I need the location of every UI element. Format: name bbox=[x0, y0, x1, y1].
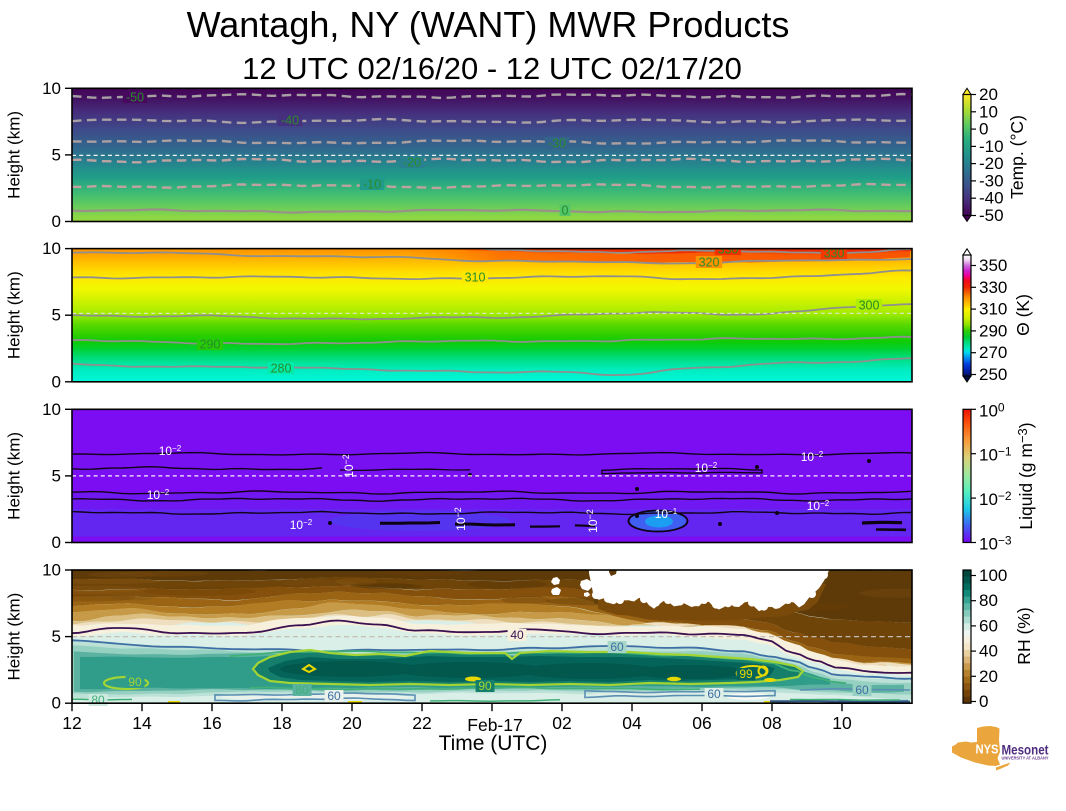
svg-text:-10: -10 bbox=[979, 137, 1004, 156]
svg-text:0: 0 bbox=[52, 372, 61, 391]
svg-text:Θ (K): Θ (K) bbox=[1013, 294, 1033, 336]
svg-text:20: 20 bbox=[979, 85, 998, 104]
svg-text:0: 0 bbox=[562, 203, 569, 217]
svg-text:10−1: 10−1 bbox=[979, 445, 1012, 465]
svg-text:12 UTC 02/16/20 - 12 UTC 02/17: 12 UTC 02/16/20 - 12 UTC 02/17/20 bbox=[242, 51, 742, 86]
svg-text:-40: -40 bbox=[281, 113, 299, 127]
svg-text:Height (km): Height (km) bbox=[5, 111, 24, 199]
svg-text:-30: -30 bbox=[979, 171, 1004, 190]
svg-text:Height (km): Height (km) bbox=[5, 432, 24, 520]
svg-text:330: 330 bbox=[824, 246, 845, 260]
svg-text:80: 80 bbox=[295, 683, 309, 697]
svg-text:310: 310 bbox=[465, 270, 486, 284]
svg-text:-10: -10 bbox=[363, 177, 381, 191]
svg-text:99: 99 bbox=[739, 667, 753, 681]
svg-text:10: 10 bbox=[42, 561, 61, 580]
svg-text:NYS: NYS bbox=[976, 743, 999, 757]
svg-text:40: 40 bbox=[979, 642, 998, 661]
svg-text:80: 80 bbox=[91, 693, 105, 707]
svg-text:270: 270 bbox=[979, 343, 1007, 362]
svg-text:0: 0 bbox=[52, 694, 61, 713]
svg-text:0: 0 bbox=[979, 120, 988, 139]
svg-text:0: 0 bbox=[52, 533, 61, 552]
svg-text:14: 14 bbox=[132, 713, 152, 733]
svg-text:Liquid (g m−3): Liquid (g m−3) bbox=[1015, 422, 1036, 529]
svg-text:-50: -50 bbox=[979, 206, 1004, 225]
svg-text:300: 300 bbox=[859, 298, 880, 312]
svg-text:10: 10 bbox=[832, 713, 852, 733]
svg-text:5: 5 bbox=[52, 466, 61, 485]
svg-text:290: 290 bbox=[979, 321, 1007, 340]
svg-text:100: 100 bbox=[979, 400, 1005, 420]
svg-text:22: 22 bbox=[412, 713, 431, 733]
svg-text:250: 250 bbox=[979, 365, 1007, 384]
svg-text:60: 60 bbox=[707, 687, 721, 701]
svg-text:40: 40 bbox=[510, 628, 524, 642]
svg-text:5: 5 bbox=[52, 306, 61, 325]
svg-text:Mesonet: Mesonet bbox=[1002, 743, 1049, 758]
svg-text:06: 06 bbox=[692, 713, 711, 733]
svg-text:330: 330 bbox=[979, 278, 1007, 297]
svg-text:04: 04 bbox=[622, 713, 642, 733]
svg-text:12: 12 bbox=[62, 713, 81, 733]
svg-text:10: 10 bbox=[42, 79, 61, 98]
svg-text:0: 0 bbox=[52, 212, 61, 231]
svg-text:10−2: 10−2 bbox=[979, 489, 1012, 509]
svg-text:320: 320 bbox=[699, 255, 720, 269]
svg-text:10: 10 bbox=[979, 102, 998, 121]
svg-text:310: 310 bbox=[979, 300, 1007, 319]
svg-text:-50: -50 bbox=[126, 90, 144, 104]
svg-text:Height (km): Height (km) bbox=[5, 271, 24, 359]
svg-text:-20: -20 bbox=[979, 154, 1004, 173]
svg-text:02: 02 bbox=[552, 713, 571, 733]
svg-text:90: 90 bbox=[478, 679, 492, 693]
svg-text:330: 330 bbox=[718, 242, 739, 256]
svg-text:100: 100 bbox=[979, 566, 1007, 585]
svg-text:90: 90 bbox=[128, 675, 142, 689]
svg-text:10−3: 10−3 bbox=[979, 534, 1012, 554]
svg-text:Feb-17: Feb-17 bbox=[467, 715, 522, 735]
svg-text:60: 60 bbox=[979, 616, 998, 635]
svg-text:-30: -30 bbox=[548, 136, 566, 150]
svg-text:-40: -40 bbox=[979, 189, 1004, 208]
svg-text:60: 60 bbox=[610, 640, 624, 654]
svg-text:RH (%): RH (%) bbox=[1014, 607, 1034, 664]
svg-text:60: 60 bbox=[855, 683, 869, 697]
svg-text:UNIVERSITY AT ALBANY: UNIVERSITY AT ALBANY bbox=[1002, 756, 1049, 761]
svg-text:18: 18 bbox=[272, 713, 291, 733]
svg-text:5: 5 bbox=[52, 145, 61, 164]
svg-text:-20: -20 bbox=[403, 155, 421, 169]
svg-text:10: 10 bbox=[42, 400, 61, 419]
svg-text:280: 280 bbox=[271, 361, 292, 375]
svg-text:80: 80 bbox=[979, 591, 998, 610]
svg-text:5: 5 bbox=[52, 627, 61, 646]
svg-text:350: 350 bbox=[979, 256, 1007, 275]
svg-text:10: 10 bbox=[42, 239, 61, 258]
svg-text:60: 60 bbox=[327, 689, 341, 703]
svg-text:290: 290 bbox=[200, 337, 221, 351]
svg-text:16: 16 bbox=[202, 713, 221, 733]
svg-text:Height (km): Height (km) bbox=[5, 593, 24, 681]
svg-text:Temp. (°C): Temp. (°C) bbox=[1007, 115, 1027, 199]
svg-text:Wantagh, NY (WANT) MWR Product: Wantagh, NY (WANT) MWR Products bbox=[187, 4, 790, 45]
svg-text:0: 0 bbox=[979, 692, 988, 711]
svg-text:20: 20 bbox=[342, 713, 362, 733]
svg-text:20: 20 bbox=[979, 667, 998, 686]
svg-text:08: 08 bbox=[762, 713, 781, 733]
svg-text:Time (UTC): Time (UTC) bbox=[439, 732, 548, 755]
